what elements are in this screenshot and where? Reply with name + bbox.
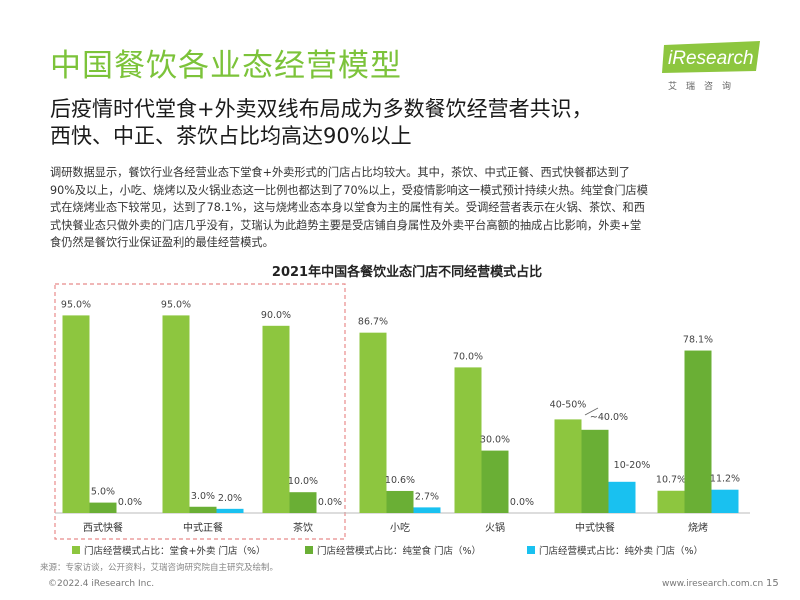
page-title: 中国餐饮各业态经营模型 bbox=[50, 48, 402, 84]
bar bbox=[89, 502, 117, 513]
subtitle-line-1: 后疫情时代堂食+外卖双线布局成为多数餐饮经营者共识， bbox=[50, 97, 593, 121]
bar bbox=[289, 492, 317, 513]
legend-label: 门店经营模式占比：纯堂食 门店（%） bbox=[317, 545, 481, 557]
bar bbox=[216, 508, 244, 513]
data-label: 2.0% bbox=[218, 493, 242, 504]
website-link[interactable]: www.iresearch.com.cn bbox=[662, 579, 764, 589]
bar bbox=[413, 507, 441, 513]
bar bbox=[481, 450, 509, 513]
data-label: 30.0% bbox=[480, 435, 510, 446]
data-label: 40-50% bbox=[550, 399, 587, 410]
x-tick-label: 西式快餐 bbox=[83, 521, 123, 534]
description-paragraph: 调研数据显示，餐饮行业各经营业态下堂食+外卖形式的门店占比均较大。其中，茶饮、中… bbox=[50, 164, 762, 252]
bar bbox=[684, 350, 712, 513]
legend-swatch bbox=[305, 546, 313, 554]
x-tick-label: 火锅 bbox=[485, 522, 505, 534]
bar bbox=[711, 489, 739, 513]
bar bbox=[608, 481, 636, 513]
data-label: 11.2% bbox=[710, 474, 740, 485]
legend-swatch bbox=[527, 546, 535, 554]
paragraph-line: 式快餐业态只做外卖的门店几乎没有，艾瑞认为此趋势主要是受店铺自身属性及外卖平台高… bbox=[50, 218, 642, 232]
bar bbox=[454, 367, 482, 513]
paragraph-line: 食仍然是餐饮行业保证盈利的最佳经营模式。 bbox=[50, 236, 274, 249]
data-label: 0.0% bbox=[118, 497, 142, 508]
iresearch-logo: iResearch bbox=[662, 41, 760, 73]
bar bbox=[189, 506, 217, 513]
x-tick-label: 茶饮 bbox=[293, 521, 313, 534]
data-label: 5.0% bbox=[91, 487, 115, 498]
data-label: 86.7% bbox=[358, 317, 388, 328]
copyright: ©2022.4 iResearch Inc. bbox=[48, 579, 155, 589]
data-label: 2.7% bbox=[415, 491, 439, 502]
paragraph-line: 90%及以上，小吃、烧烤以及火锅业态这一比例也都达到了70%以上，受疫情影响这一… bbox=[50, 183, 648, 197]
data-label: ~40.0% bbox=[590, 412, 628, 423]
data-label: 3.0% bbox=[191, 491, 215, 502]
x-tick-label: 小吃 bbox=[390, 521, 410, 534]
bar bbox=[386, 490, 414, 513]
paragraph-line: 式在烧烤业态下较常见，达到了78.1%，这与烧烤业态本身以堂食为主的属性有关。受… bbox=[50, 201, 645, 214]
data-label: 90.0% bbox=[261, 310, 291, 321]
paragraph-line: 调研数据显示，餐饮行业各经营业态下堂食+外卖形式的门店占比均较大。其中，茶饮、中… bbox=[50, 166, 630, 179]
annotation-leader-line bbox=[584, 407, 599, 416]
data-label: 0.0% bbox=[510, 497, 534, 508]
bar bbox=[62, 315, 90, 513]
chart-title: 2021年中国各餐饮业态门店不同经营模式占比 bbox=[272, 264, 542, 280]
bar bbox=[581, 429, 609, 513]
data-label: 10.6% bbox=[385, 475, 415, 486]
x-tick-label: 中式正餐 bbox=[183, 521, 223, 534]
legend-label: 门店经营模式占比：纯外卖 门店（%） bbox=[539, 545, 703, 557]
data-label: 10.7% bbox=[656, 475, 686, 486]
subtitle: 后疫情时代堂食+外卖双线布局成为多数餐饮经营者共识， 西快、中正、茶饮占比均高达… bbox=[50, 96, 770, 150]
x-tick-label: 中式快餐 bbox=[575, 521, 615, 534]
bar bbox=[554, 419, 582, 513]
page-number: 15 bbox=[766, 578, 779, 589]
data-label: 78.1% bbox=[683, 335, 713, 346]
source-note: 来源：专家访谈，公开资料，艾瑞咨询研究院自主研究及绘制。 bbox=[40, 563, 279, 573]
logo-subtitle: 艾瑞咨询 bbox=[668, 82, 741, 92]
logo-text: iResearch bbox=[668, 48, 754, 69]
legend-swatch bbox=[72, 546, 80, 554]
bar bbox=[359, 332, 387, 513]
x-tick-label: 烧烤 bbox=[688, 521, 708, 534]
bar bbox=[262, 325, 290, 513]
data-label: 0.0% bbox=[318, 497, 342, 508]
data-label: 95.0% bbox=[161, 299, 191, 310]
subtitle-line-2: 西快、中正、茶饮占比均高达90%以上 bbox=[50, 124, 412, 148]
data-label: 10-20% bbox=[614, 460, 651, 471]
data-label: 70.0% bbox=[453, 351, 483, 362]
legend-label: 门店经营模式占比：堂食+外卖 门店（%） bbox=[84, 545, 266, 557]
highlight-box bbox=[54, 283, 346, 540]
bar bbox=[657, 490, 685, 513]
bar bbox=[162, 315, 190, 513]
data-label: 10.0% bbox=[288, 476, 318, 487]
data-label: 95.0% bbox=[61, 299, 91, 310]
